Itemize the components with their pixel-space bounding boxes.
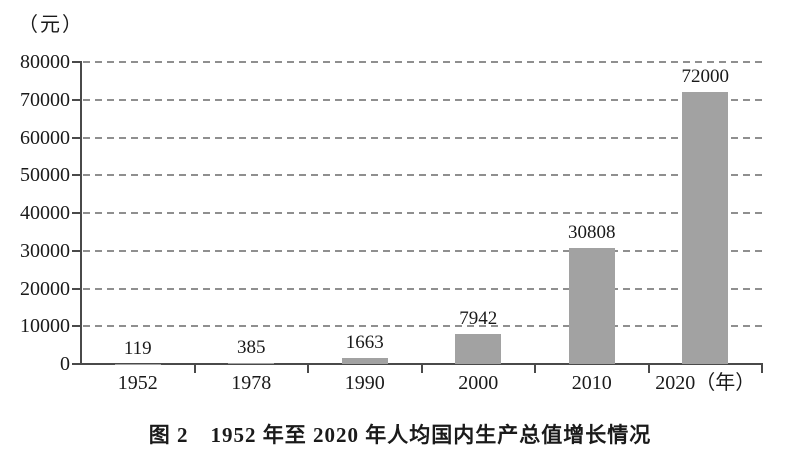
y-axis-tick-label: 10000 <box>20 315 70 338</box>
y-axis-tick-label: 40000 <box>20 202 70 224</box>
x-axis-tick <box>193 364 196 373</box>
y-axis-tick <box>72 325 81 328</box>
bar-2010 <box>568 247 615 364</box>
y-axis-tick-label: 30000 <box>20 239 70 262</box>
y-axis-unit-label: （元） <box>18 14 84 36</box>
y-axis-tick-label: 0 <box>60 353 70 375</box>
gridline <box>83 98 762 101</box>
y-axis-tick-label: 50000 <box>20 164 70 187</box>
y-axis-tick <box>72 249 81 252</box>
gridline <box>83 287 762 290</box>
x-axis-category-label: 2000 <box>458 372 499 394</box>
y-axis-tick <box>72 174 81 177</box>
y-axis-tick <box>72 212 81 214</box>
bar-value-label: 72000 <box>681 66 730 88</box>
y-axis-tick-label: 70000 <box>20 88 70 111</box>
figure-caption: 图 2 1952 年至 2020 年人均国内生产总值增长情况 <box>148 423 652 447</box>
x-axis-tick <box>534 364 536 373</box>
y-axis-tick-label: 60000 <box>20 126 70 149</box>
y-axis-line <box>80 61 82 365</box>
y-axis-tick-label: 20000 <box>20 277 70 300</box>
gridline <box>83 174 762 177</box>
y-axis-tick <box>72 363 81 365</box>
y-axis-tick <box>72 136 81 139</box>
gridline <box>83 325 762 328</box>
x-axis-category-label: 1990 <box>344 372 385 394</box>
gridline <box>83 249 762 252</box>
y-axis-tick-label: 80000 <box>20 51 70 73</box>
bar-value-label: 7942 <box>459 308 498 330</box>
bar-2000 <box>455 334 502 364</box>
x-axis-tick <box>647 364 650 373</box>
y-axis-tick <box>72 287 81 290</box>
gridline <box>83 136 762 139</box>
x-axis-category-label: 2020（年） <box>655 372 756 394</box>
gridline <box>83 61 762 63</box>
bar-1978 <box>228 362 275 364</box>
bar-chart-area: 0 10000 20000 30000 40000 50000 60000 70000 8000… <box>20 51 763 394</box>
bar-value-label: 30808 <box>568 221 616 243</box>
bar-2020 <box>682 92 729 364</box>
x-axis-tick <box>761 364 763 373</box>
x-axis-tick <box>307 364 309 373</box>
bar-value-label: 119 <box>123 337 152 359</box>
x-axis-category-label: 2010 <box>571 372 612 394</box>
x-axis-category-label: 1952 <box>117 372 158 394</box>
bar-1952 <box>114 363 161 364</box>
x-axis-tick <box>420 364 423 373</box>
y-axis-tick <box>72 61 81 63</box>
gridline <box>83 212 762 214</box>
x-axis-category-label: 1978 <box>231 372 272 394</box>
bar-1990 <box>341 357 388 364</box>
bar-value-label: 385 <box>237 336 266 358</box>
y-axis-tick <box>72 98 81 101</box>
bar-value-label: 1663 <box>345 331 384 353</box>
